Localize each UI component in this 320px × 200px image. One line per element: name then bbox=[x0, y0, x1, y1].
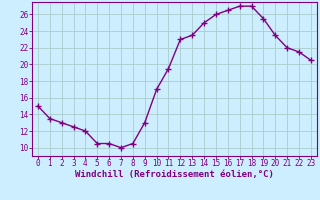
X-axis label: Windchill (Refroidissement éolien,°C): Windchill (Refroidissement éolien,°C) bbox=[75, 170, 274, 179]
